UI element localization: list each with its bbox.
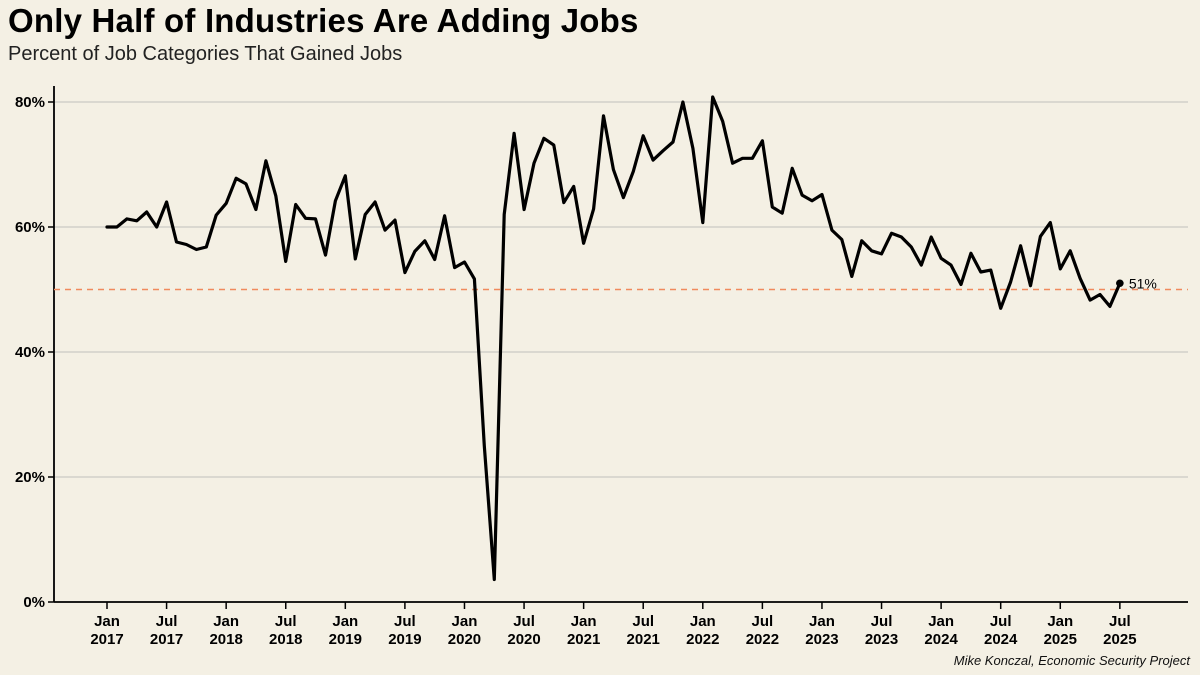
end-point — [1116, 279, 1124, 288]
y-tick-label: 0% — [23, 594, 45, 611]
x-tick-year-label: 2017 — [90, 631, 123, 648]
y-tick-label: 20% — [15, 469, 45, 486]
x-tick-month-label: Jul — [513, 613, 535, 630]
y-tick-label: 60% — [15, 219, 45, 236]
x-tick-year-label: 2021 — [627, 631, 660, 648]
x-tick-year-label: 2017 — [150, 631, 183, 648]
x-tick-month-label: Jul — [1109, 613, 1131, 630]
x-tick-month-label: Jan — [332, 613, 358, 630]
x-tick-month-label: Jan — [809, 613, 835, 630]
x-tick-month-label: Jul — [394, 613, 416, 630]
x-tick-month-label: Jul — [990, 613, 1012, 630]
x-tick-month-label: Jul — [632, 613, 654, 630]
x-tick-year-label: 2018 — [269, 631, 302, 648]
x-tick-month-label: Jan — [94, 613, 120, 630]
x-tick-month-label: Jan — [1047, 613, 1073, 630]
x-tick-year-label: 2019 — [329, 631, 362, 648]
x-tick-month-label: Jul — [871, 613, 893, 630]
x-tick-year-label: 2022 — [686, 631, 719, 648]
y-tick-label: 40% — [15, 344, 45, 361]
x-tick-year-label: 2020 — [448, 631, 481, 648]
x-tick-year-label: 2025 — [1103, 631, 1136, 648]
end-value-label: 51% — [1129, 275, 1157, 291]
x-tick-month-label: Jul — [275, 613, 297, 630]
x-tick-year-label: 2021 — [567, 631, 600, 648]
x-tick-year-label: 2023 — [865, 631, 898, 648]
x-tick-year-label: 2019 — [388, 631, 421, 648]
x-tick-month-label: Jul — [156, 613, 178, 630]
x-tick-year-label: 2024 — [984, 631, 1018, 648]
x-tick-month-label: Jan — [213, 613, 239, 630]
chart-title: Only Half of Industries Are Adding Jobs — [8, 2, 639, 39]
x-tick-year-label: 2018 — [209, 631, 242, 648]
x-tick-year-label: 2024 — [924, 631, 958, 648]
x-tick-year-label: 2022 — [746, 631, 779, 648]
x-tick-month-label: Jul — [752, 613, 774, 630]
x-tick-month-label: Jan — [928, 613, 954, 630]
chart-subtitle: Percent of Job Categories That Gained Jo… — [8, 43, 403, 65]
y-tick-label: 80% — [15, 94, 45, 111]
x-tick-month-label: Jan — [690, 613, 716, 630]
x-tick-year-label: 2025 — [1044, 631, 1077, 648]
x-tick-year-label: 2023 — [805, 631, 838, 648]
x-tick-month-label: Jan — [571, 613, 597, 630]
source-credit: Mike Konczal, Economic Security Project — [953, 653, 1190, 668]
x-tick-year-label: 2020 — [507, 631, 540, 648]
x-tick-month-label: Jan — [452, 613, 478, 630]
series-line — [105, 95, 1122, 582]
